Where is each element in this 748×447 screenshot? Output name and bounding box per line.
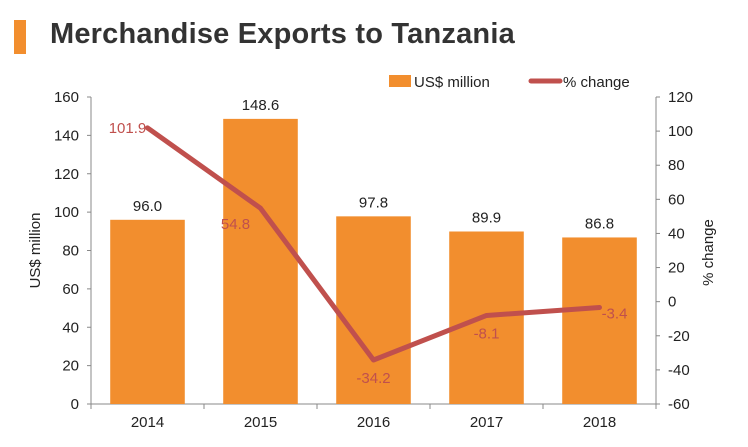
left-tick-label: 80 [62, 243, 79, 260]
legend-line-label: % change [563, 74, 630, 91]
bar-data-label: 89.9 [472, 210, 501, 227]
chart-title: Merchandise Exports to Tanzania [50, 18, 515, 50]
line-data-label: -8.1 [474, 325, 500, 342]
right-tick-label: -40 [668, 362, 690, 379]
right-tick-label: 20 [668, 260, 685, 277]
left-tick-label: 40 [62, 319, 79, 336]
bar [110, 219, 185, 404]
title-accent-bar [14, 20, 26, 54]
line-data-label: 101.9 [109, 120, 147, 137]
bar-data-label: 96.0 [133, 198, 162, 215]
bar [562, 237, 637, 404]
right-tick-label: 80 [668, 157, 685, 174]
right-tick-label: 120 [668, 89, 693, 106]
line-point [372, 358, 375, 362]
left-tick-label: 60 [62, 281, 79, 298]
bar [223, 118, 298, 404]
right-tick-label: -60 [668, 396, 690, 413]
x-tick-label: 2017 [470, 414, 503, 431]
left-tick-label: 120 [54, 166, 79, 183]
x-tick-label: 2014 [131, 414, 164, 431]
x-tick-label: 2015 [244, 414, 277, 431]
right-tick-label: 60 [668, 191, 685, 208]
right-tick-label: 0 [668, 294, 676, 311]
line-point [146, 126, 149, 130]
left-tick-label: 0 [71, 396, 79, 413]
right-tick-label: 100 [668, 123, 693, 140]
bar-data-label: 148.6 [242, 97, 280, 114]
legend-bar-label: US$ million [414, 74, 490, 91]
x-tick-label: 2018 [583, 414, 616, 431]
right-tick-label: 40 [668, 225, 685, 242]
line-data-label: -34.2 [356, 370, 390, 387]
x-tick-label: 2016 [357, 414, 390, 431]
line-point [485, 313, 488, 317]
left-axis-title: US$ million [27, 213, 44, 289]
left-tick-label: 100 [54, 204, 79, 221]
left-tick-label: 20 [62, 358, 79, 375]
line-point [598, 305, 601, 309]
left-tick-label: 140 [54, 127, 79, 144]
right-axis-title: % change [700, 219, 717, 286]
legend-bar-swatch [389, 75, 411, 87]
left-tick-label: 160 [54, 89, 79, 106]
bar [336, 216, 411, 404]
bar-data-label: 97.8 [359, 194, 388, 211]
line-data-label: 54.8 [221, 216, 250, 233]
line-data-label: -3.4 [602, 305, 628, 322]
right-tick-label: -20 [668, 328, 690, 345]
line-point [259, 206, 262, 210]
bar-data-label: 86.8 [585, 215, 614, 232]
